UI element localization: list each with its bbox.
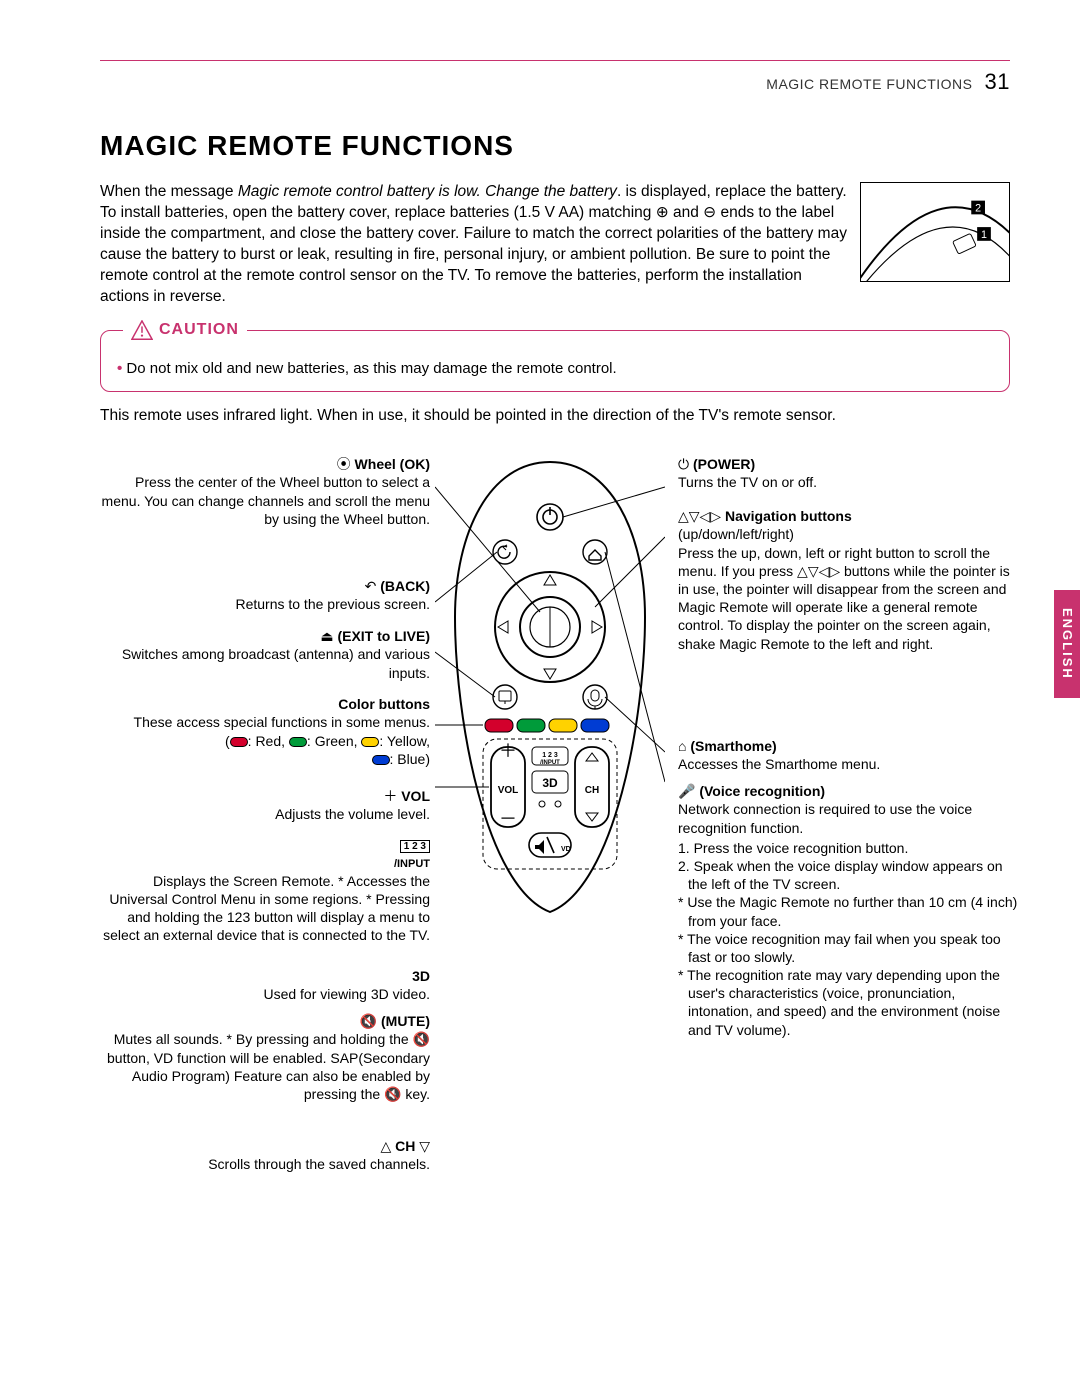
svg-text:CH: CH bbox=[585, 785, 599, 796]
caution-label: CAUTION bbox=[159, 319, 239, 341]
ch-down-icon: ▽ bbox=[415, 1138, 430, 1154]
page-title: MAGIC REMOTE FUNCTIONS bbox=[100, 127, 1010, 165]
label-color: Color buttons These access special funct… bbox=[100, 695, 430, 776]
svg-text:＋: ＋ bbox=[499, 741, 517, 761]
mute-icon: 🔇 bbox=[360, 1013, 381, 1029]
label-input: 1 2 3 /INPUT Displays the Screen Remote.… bbox=[100, 835, 430, 952]
label-mute: 🔇 (MUTE) Mutes all sounds. * By pressing… bbox=[100, 1012, 430, 1111]
home-icon: ⌂ bbox=[678, 738, 690, 754]
red-dot bbox=[230, 737, 248, 747]
label-exit: ⏏ (EXIT to LIVE) Switches among broadcas… bbox=[100, 627, 430, 690]
label-voice: 🎤 (Voice recognition) Network connection… bbox=[678, 782, 1018, 1047]
infrared-note: This remote uses infrared light. When in… bbox=[100, 406, 1010, 427]
svg-text:/INPUT: /INPUT bbox=[540, 760, 560, 766]
voice-list-item: 1. Press the voice recognition button. bbox=[678, 839, 1018, 857]
svg-text:VD: VD bbox=[561, 846, 571, 853]
ch-up-icon: △ bbox=[380, 1138, 395, 1154]
svg-text:2: 2 bbox=[975, 203, 981, 215]
intro-post: . is displayed, replace the battery. To … bbox=[100, 183, 847, 305]
green-dot bbox=[289, 737, 307, 747]
remote-diagram: ＋ － VOL CH 1 2 3 /INPUT 3D VD ⦿ Wheel (O… bbox=[100, 447, 1010, 1207]
page-number: 31 bbox=[985, 67, 1010, 97]
back-icon: ↶ bbox=[365, 578, 381, 594]
caution-title: CAUTION bbox=[123, 319, 247, 341]
label-back: ↶ (BACK) Returns to the previous screen. bbox=[100, 577, 430, 621]
blue-dot bbox=[372, 755, 390, 765]
intro-italic: Magic remote control battery is low. Cha… bbox=[238, 183, 617, 200]
svg-text:－: － bbox=[499, 809, 517, 829]
caution-item: Do not mix old and new batteries, as thi… bbox=[117, 359, 993, 379]
label-ch: △ CH ▽ Scrolls through the saved channel… bbox=[100, 1137, 430, 1181]
voice-list-item: 2. Speak when the voice display window a… bbox=[678, 857, 1018, 893]
label-wheel: ⦿ Wheel (OK) Press the center of the Whe… bbox=[100, 455, 430, 536]
caution-box: CAUTION Do not mix old and new batteries… bbox=[100, 330, 1010, 392]
running-header: MAGIC REMOTE FUNCTIONS 31 bbox=[100, 67, 1010, 97]
battery-figure: 1 2 bbox=[860, 182, 1010, 282]
label-power: ⏻ (POWER) Turns the TV on or off. bbox=[678, 455, 1018, 499]
remote-illustration: ＋ － VOL CH 1 2 3 /INPUT 3D VD bbox=[435, 457, 665, 917]
voice-list-item: * The recognition rate may vary dependin… bbox=[678, 966, 1018, 1039]
warning-icon bbox=[131, 320, 153, 340]
nav-icon: △▽◁▷ bbox=[678, 508, 725, 524]
svg-text:VOL: VOL bbox=[498, 785, 519, 796]
voice-list-item: * The voice recognition may fail when yo… bbox=[678, 930, 1018, 966]
yellow-dot bbox=[361, 737, 379, 747]
exit-icon: ⏏ bbox=[320, 628, 337, 644]
svg-text:3D: 3D bbox=[542, 776, 558, 790]
btn123-icon: 1 2 3 bbox=[400, 840, 430, 853]
mic-icon: 🎤 bbox=[678, 783, 699, 799]
language-tab: ENGLISH bbox=[1054, 590, 1080, 698]
label-nav: △▽◁▷ Navigation buttons (up/down/left/ri… bbox=[678, 507, 1018, 661]
label-3d: 3D Used for viewing 3D video. bbox=[100, 967, 430, 1011]
voice-list: 1. Press the voice recognition button.2.… bbox=[678, 839, 1018, 1039]
header-rule bbox=[100, 60, 1010, 61]
vol-icon: ＋ bbox=[383, 788, 401, 804]
svg-text:1 2 3: 1 2 3 bbox=[542, 752, 558, 759]
wheel-icon: ⦿ bbox=[337, 456, 355, 472]
svg-text:1: 1 bbox=[981, 229, 987, 241]
label-vol: ＋ VOL Adjusts the volume level. bbox=[100, 787, 430, 831]
header-section: MAGIC REMOTE FUNCTIONS bbox=[766, 75, 972, 94]
intro-pre: When the message bbox=[100, 183, 238, 200]
voice-list-item: * Use the Magic Remote no further than 1… bbox=[678, 893, 1018, 929]
label-smarthome: ⌂ (Smarthome) Accesses the Smarthome men… bbox=[678, 737, 1018, 781]
power-icon: ⏻ bbox=[678, 456, 693, 472]
